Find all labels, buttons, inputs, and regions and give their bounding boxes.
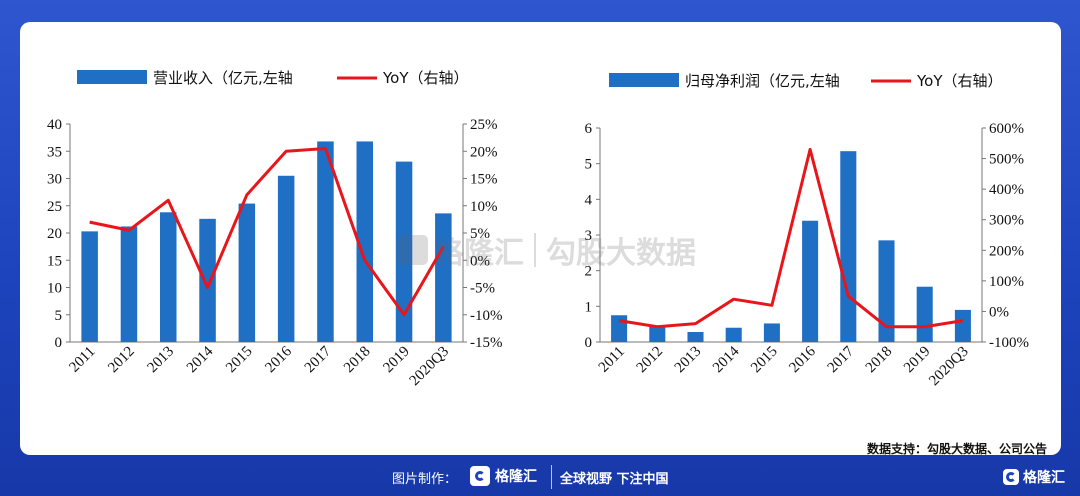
footer-slogan: 全球视野 下注中国 (560, 472, 669, 487)
corner-logo-icon (1003, 469, 1019, 485)
watermark-text: 勾股大数据 (546, 236, 696, 271)
bar (802, 220, 819, 342)
left-tick-label: 25 (47, 199, 62, 215)
bar (840, 151, 857, 342)
x-tick-label: 2017 (302, 343, 335, 376)
left-tick-label: 5 (585, 157, 593, 173)
x-tick-label: 2015 (223, 344, 256, 377)
legend-bar-swatch (77, 70, 147, 84)
yoy-line (618, 147, 964, 329)
footer-logo-icon (470, 466, 490, 486)
x-tick-label: 2018 (341, 344, 374, 377)
left-tick-label: 40 (47, 117, 62, 133)
left-tick-label: 15 (47, 253, 62, 269)
bar (317, 141, 334, 342)
legend-bar-label: 归母净利润（亿元,左轴 (685, 72, 840, 90)
right-tick-label: 0% (470, 253, 490, 269)
bar (238, 203, 256, 342)
watermark-brand: 格隆汇 (434, 236, 524, 271)
right-tick-label: 5% (470, 226, 490, 242)
left-tick-label: 35 (47, 144, 62, 160)
x-tick-label: 2013 (145, 344, 178, 377)
bar (277, 175, 295, 342)
bar (356, 141, 374, 342)
left-tick-label: 5 (55, 308, 63, 324)
left-tick-label: 0 (55, 335, 63, 351)
bar (395, 161, 413, 342)
footer-made-by: 图片制作： (392, 472, 458, 487)
right-tick-label: 10% (470, 199, 498, 215)
bar (878, 240, 895, 342)
left-tick-label: 10 (47, 281, 62, 297)
right-tick-label: -10% (470, 308, 503, 324)
right-tick-label: 600% (989, 121, 1024, 137)
x-tick-label: 2013 (672, 344, 705, 377)
charts-canvas: 0510152025303540-15%-10%-5%0%5%10%15%20%… (47, 69, 1029, 389)
corner-brand: 格隆汇 (1023, 470, 1065, 486)
x-tick-label: 2016 (262, 343, 295, 376)
footer-logo: 格隆汇 (470, 463, 537, 489)
legend-bar-label: 营业收入（亿元,左轴 (153, 69, 293, 87)
left-tick-label: 0 (585, 335, 593, 351)
bar (120, 226, 138, 342)
x-tick-label: 2020Q3 (407, 344, 452, 389)
x-tick-label: 2018 (863, 344, 896, 377)
x-tick-label: 2019 (901, 344, 934, 377)
x-tick-label: 2011 (66, 344, 98, 376)
footer: 图片制作： 格隆汇 全球视野 下注中国 格隆汇 (0, 458, 1080, 496)
left-tick-label: 20 (47, 226, 62, 242)
legend-bar-swatch (609, 73, 679, 87)
left-tick-label: 3 (585, 228, 593, 244)
left-tick-label: 30 (47, 172, 62, 188)
x-tick-label: 2012 (105, 344, 138, 377)
bar (611, 315, 628, 342)
source-note: 数据支持：勾股大数据、公司公告 (866, 442, 1047, 455)
bar (954, 309, 971, 342)
left-tick-label: 1 (585, 299, 593, 315)
bar (916, 286, 933, 342)
legend-line-label: YoY（右轴） (382, 69, 469, 87)
x-tick-label: 2014 (184, 343, 217, 376)
right-tick-label: 500% (989, 152, 1024, 168)
right-tick-label: 300% (989, 213, 1024, 229)
watermark: 格隆汇 勾股大数据 (398, 228, 696, 272)
x-tick-label: 2020Q3 (926, 344, 971, 389)
x-tick-label: 2016 (786, 343, 819, 376)
x-tick-label: 2017 (825, 343, 858, 376)
footer-brand: 格隆汇 (495, 469, 537, 485)
bar (763, 323, 780, 342)
watermark-logo-icon (398, 235, 428, 265)
left-tick-label: 4 (585, 192, 593, 208)
right-tick-label: 400% (989, 182, 1024, 198)
right-tick-label: 25% (470, 117, 498, 133)
x-tick-label: 2011 (596, 344, 628, 376)
right-tick-label: 0% (989, 304, 1009, 320)
left-tick-label: 6 (585, 121, 593, 137)
bar (687, 332, 704, 342)
x-tick-label: 2019 (380, 344, 413, 377)
right-tick-label: 200% (989, 243, 1024, 259)
left-tick-label: 2 (585, 264, 593, 280)
right-tick-label: 20% (470, 144, 498, 160)
yoy-line (89, 147, 445, 317)
legend-line-label: YoY（右轴） (916, 72, 1003, 90)
right-tick-label: -15% (470, 335, 503, 351)
x-tick-label: 2012 (634, 344, 667, 377)
bar (199, 218, 216, 342)
footer-divider (551, 465, 552, 489)
x-tick-label: 2014 (710, 343, 743, 376)
x-tick-label: 2015 (748, 344, 781, 377)
chart-panel: 0 5 10 15 20 25 30 35 40 -15% -10% -5% 0% 5% 10% 15% 20%… (20, 22, 1061, 455)
corner-logo: 格隆汇 (1003, 467, 1065, 487)
bar (725, 327, 742, 342)
right-tick-label: -100% (989, 335, 1029, 351)
bar (435, 213, 452, 342)
right-tick-label: 100% (989, 274, 1024, 290)
bar (81, 231, 98, 342)
bar (159, 212, 177, 342)
right-tick-label: 15% (470, 172, 498, 188)
bar (649, 325, 666, 342)
right-tick-label: -5% (470, 281, 495, 297)
